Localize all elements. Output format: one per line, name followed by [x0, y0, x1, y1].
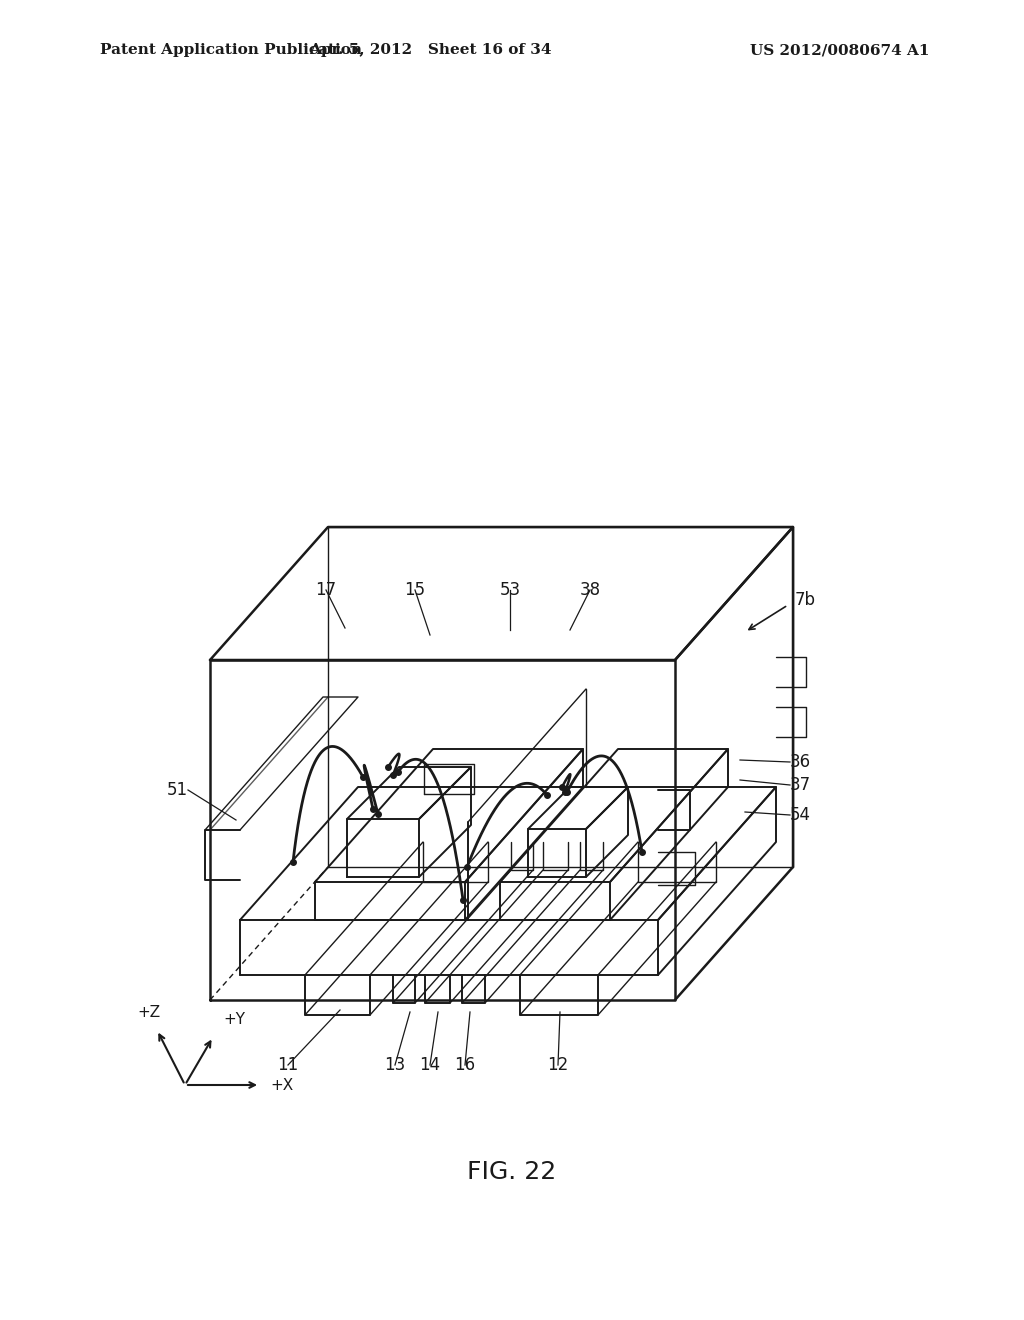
Text: 37: 37	[790, 776, 811, 795]
Text: +Z: +Z	[137, 1005, 161, 1020]
Text: 11: 11	[278, 1056, 299, 1074]
Text: FIG. 22: FIG. 22	[467, 1160, 557, 1184]
Text: US 2012/0080674 A1: US 2012/0080674 A1	[751, 44, 930, 57]
Text: 13: 13	[384, 1056, 406, 1074]
Text: 16: 16	[455, 1056, 475, 1074]
Text: 15: 15	[404, 581, 426, 599]
Text: 12: 12	[548, 1056, 568, 1074]
Text: Patent Application Publication: Patent Application Publication	[100, 44, 362, 57]
Text: 53: 53	[500, 581, 520, 599]
Text: 17: 17	[315, 581, 337, 599]
Text: 7b: 7b	[795, 591, 816, 609]
Text: Apr. 5, 2012   Sheet 16 of 34: Apr. 5, 2012 Sheet 16 of 34	[309, 44, 551, 57]
Text: +Y: +Y	[223, 1012, 245, 1027]
Text: 14: 14	[420, 1056, 440, 1074]
Text: 51: 51	[167, 781, 188, 799]
Text: 54: 54	[790, 807, 811, 824]
Text: 36: 36	[790, 752, 811, 771]
Text: +X: +X	[270, 1077, 293, 1093]
Text: 38: 38	[580, 581, 600, 599]
